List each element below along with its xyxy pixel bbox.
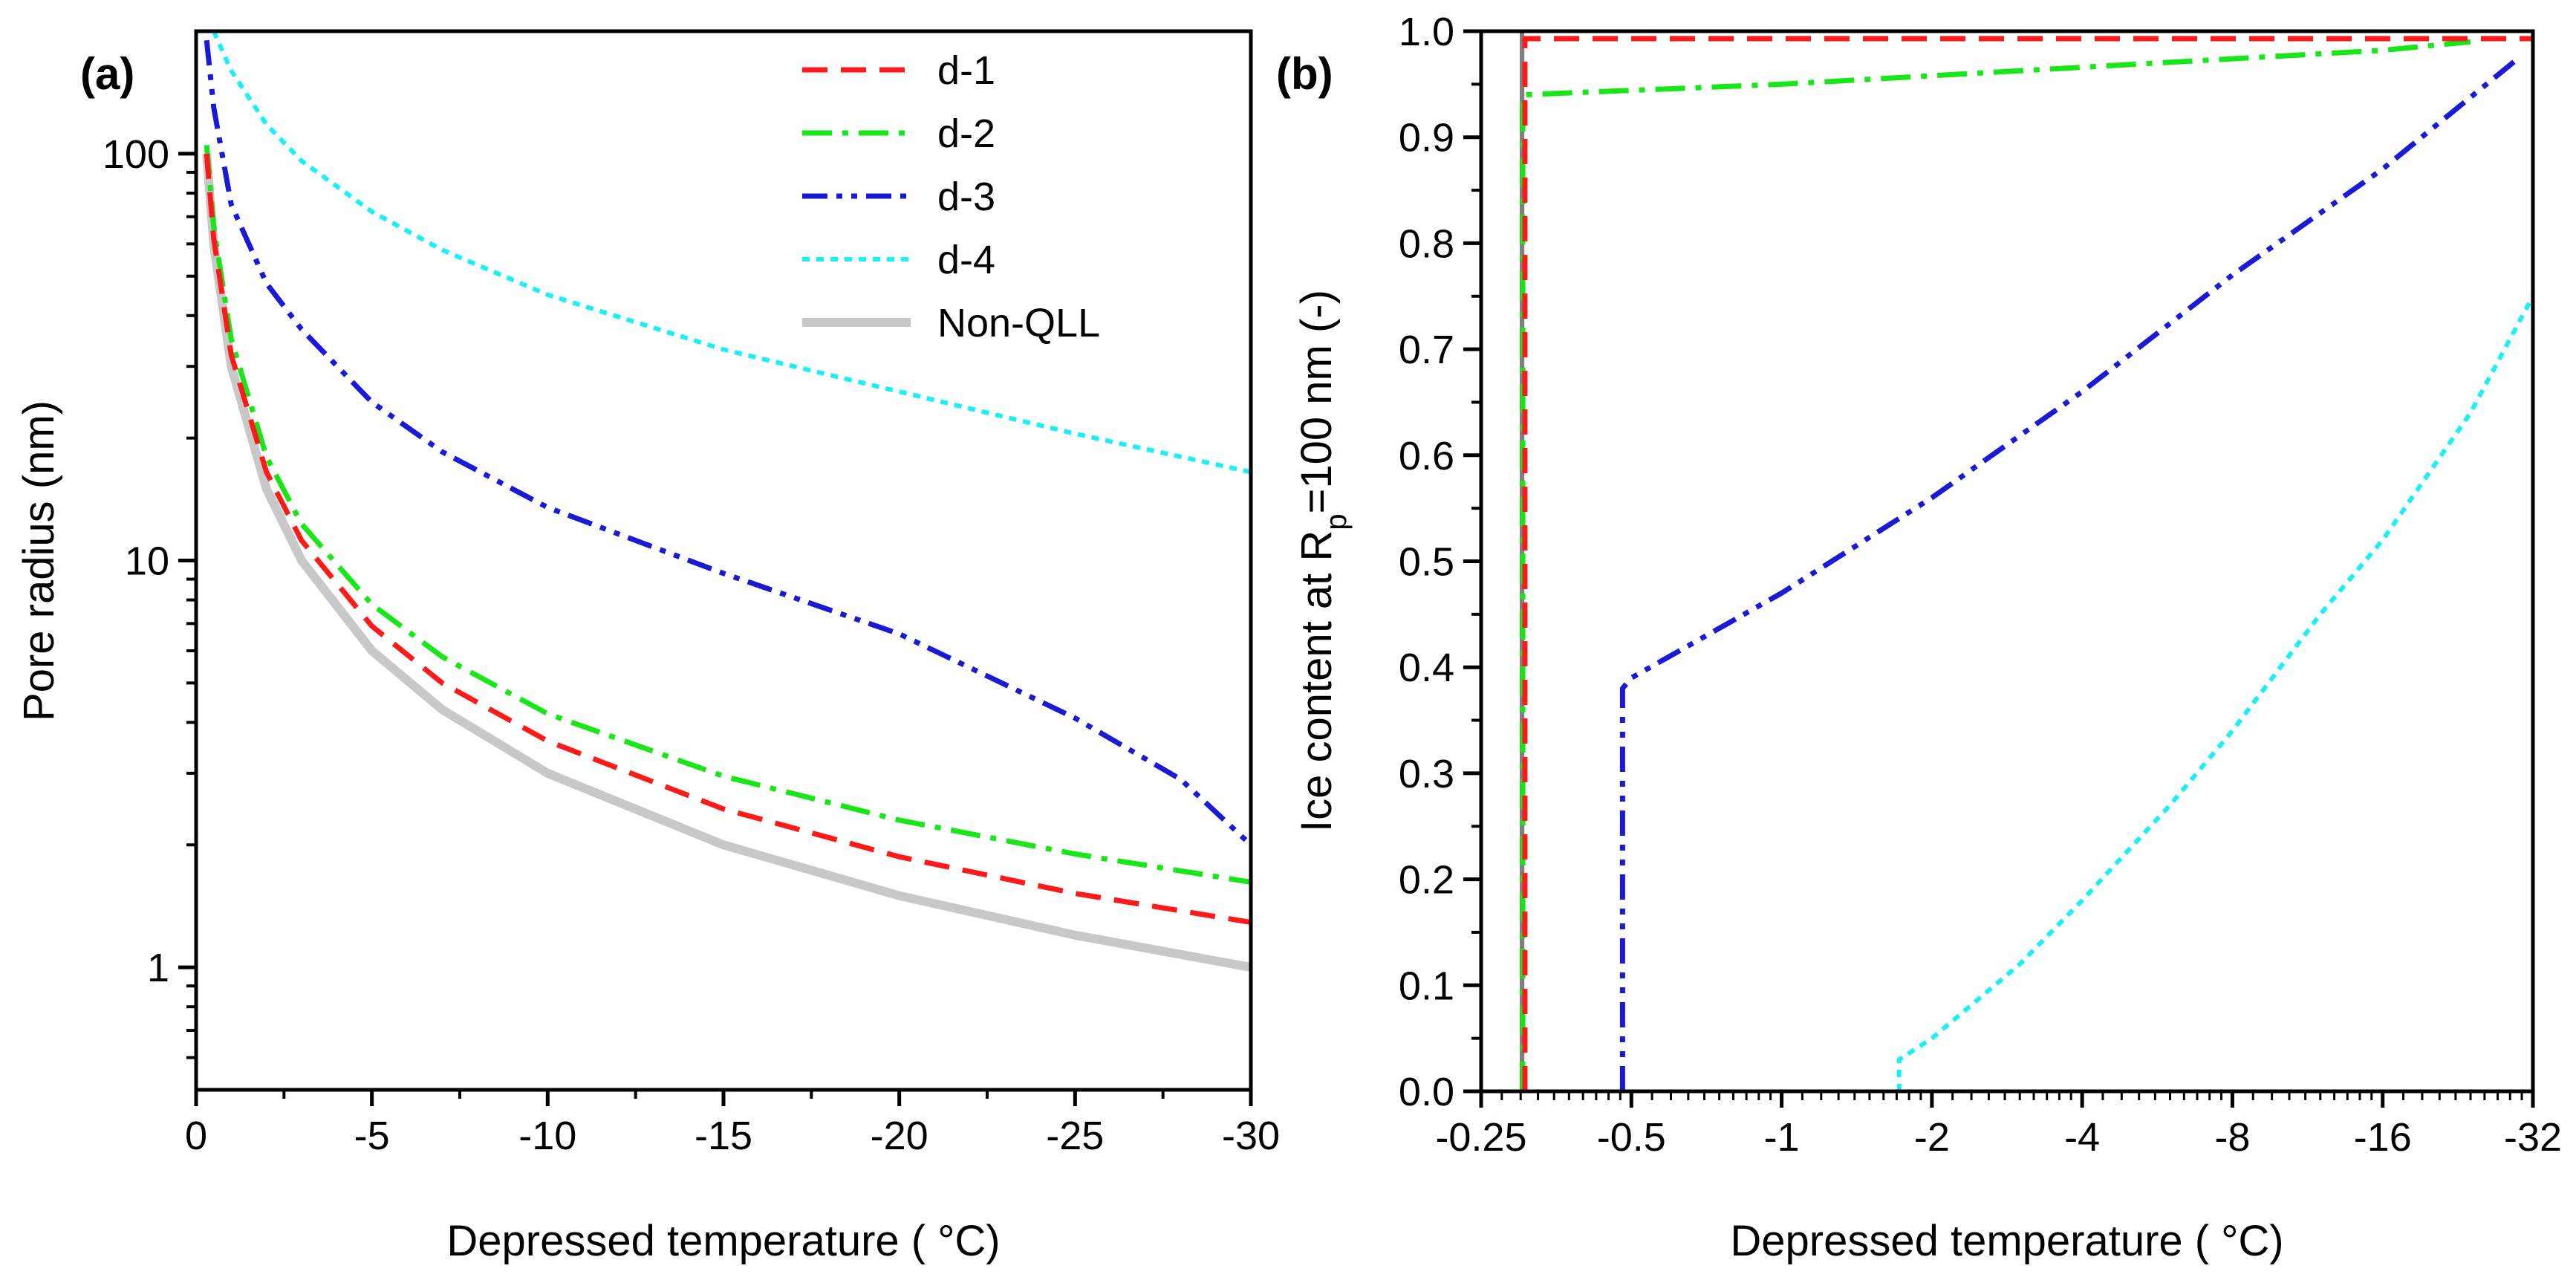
legend-label-non-qll: Non-QLL (937, 301, 1100, 345)
panel-a-ticks: 0 -5 -10 -15 -20 -25 -30 1 10 100 (103, 132, 1280, 1158)
panel-a-series-d-2 (204, 144, 1251, 885)
panel-b-y-label-main: Ice content at R (1292, 530, 1341, 832)
panel-b-x-tick-label: -16 (2354, 1115, 2412, 1160)
panel-b-chart: -0.25 -0.5 -1 -2 -4 -8 -16 -32 0.0 0.1 0.2 0.3 0.4 0.… (1276, 10, 2562, 1265)
panel-b-ticks: -0.25 -0.5 -1 -2 -4 -8 -16 -32 0.0 0.1 0.2 0.3 0.4 0.… (1399, 10, 2562, 1160)
panel-a-series-d-1 (204, 153, 1251, 926)
panel-a-series-d-4 (211, 30, 1251, 475)
panel-a-y-tick-label: 100 (103, 132, 169, 177)
panel-b-y-label-rest: =100 nm (-) (1292, 290, 1341, 513)
panel-a-x-tick-label: -5 (354, 1114, 390, 1158)
panel-b-y-tick-label: 0.1 (1399, 964, 1454, 1008)
panel-b-y-tick-label: 0.7 (1399, 328, 1454, 372)
panel-b-x-tick-label: -1 (1764, 1115, 1800, 1160)
panel-b-y-tick-label: 0.4 (1399, 646, 1454, 690)
panel-a-y-tick-label: 1 (147, 946, 169, 990)
panel-b-y-label-subscript: p (1320, 513, 1353, 530)
panel-b-label: (b) (1276, 49, 1333, 99)
panel-a-series-d-3 (204, 39, 1251, 847)
panel-a-series-group (202, 30, 1251, 972)
panel-b-series-d-4 (1896, 295, 2533, 1091)
panel-b-series-d-3 (1619, 55, 2521, 1091)
panel-b-y-axis-label: Ice content at Rp=100 nm (-) (1292, 290, 1353, 832)
panel-a-x-axis-label: Depressed temperature ( °C) (446, 1217, 1000, 1265)
panel-a-x-tick-label: -30 (1222, 1114, 1280, 1158)
panel-a-x-tick-label: -25 (1046, 1114, 1104, 1158)
panel-b-x-tick-label: -0.5 (1597, 1115, 1666, 1160)
panel-b-frame (1479, 29, 2535, 1094)
panel-a-legend: d-1 d-2 d-3 d-4 Non-QLL (802, 48, 1100, 345)
panel-b-y-tick-label: 0.3 (1399, 752, 1454, 796)
panel-a-y-tick-label: 10 (125, 539, 169, 584)
panel-a-x-tick-label: -20 (871, 1114, 928, 1158)
panel-b-y-tick-label: 0.8 (1399, 221, 1454, 266)
panel-a-x-tick-label: -15 (695, 1114, 752, 1158)
panel-b-y-tick-label: 1.0 (1399, 10, 1454, 54)
panel-b-series-d-1 (1522, 36, 2533, 1091)
panel-b-y-tick-label: 0.9 (1399, 116, 1454, 160)
panel-b-x-tick-label: -8 (2214, 1115, 2250, 1160)
panel-a-y-axis-label: Pore radius (nm) (15, 400, 63, 721)
legend-label-d-1: d-1 (937, 48, 995, 93)
panel-b-series-group (1520, 31, 2533, 1091)
legend-label-d-2: d-2 (937, 111, 995, 156)
panel-b-y-tick-label: 0.5 (1399, 540, 1454, 585)
panel-b-x-tick-label: -2 (1914, 1115, 1950, 1160)
panel-a-x-tick-label: -10 (518, 1114, 576, 1158)
panel-b-x-tick-label: -4 (2064, 1115, 2100, 1160)
panel-a-series-non-qll (202, 153, 1251, 972)
panel-a-x-tick-label: 0 (185, 1114, 207, 1158)
panel-b-x-axis-label: Depressed temperature ( °C) (1730, 1217, 2283, 1265)
panel-b-y-tick-label: 0.2 (1399, 858, 1454, 903)
panel-a-chart: 0 -5 -10 -15 -20 -25 -30 1 10 100 (a) Depressed t… (15, 29, 1280, 1265)
panel-a-frame (194, 29, 1253, 1092)
panel-b-series-d-2 (1520, 39, 2471, 1091)
legend-label-d-3: d-3 (937, 175, 995, 219)
legend-label-d-4: d-4 (937, 238, 995, 282)
panel-a-label: (a) (80, 49, 134, 99)
panel-b-y-tick-label: 0.6 (1399, 434, 1454, 478)
panel-b-x-tick-label: -32 (2504, 1115, 2562, 1160)
panel-b-x-tick-label: -0.25 (1435, 1115, 1526, 1160)
panel-b-y-tick-label: 0.0 (1399, 1070, 1454, 1114)
